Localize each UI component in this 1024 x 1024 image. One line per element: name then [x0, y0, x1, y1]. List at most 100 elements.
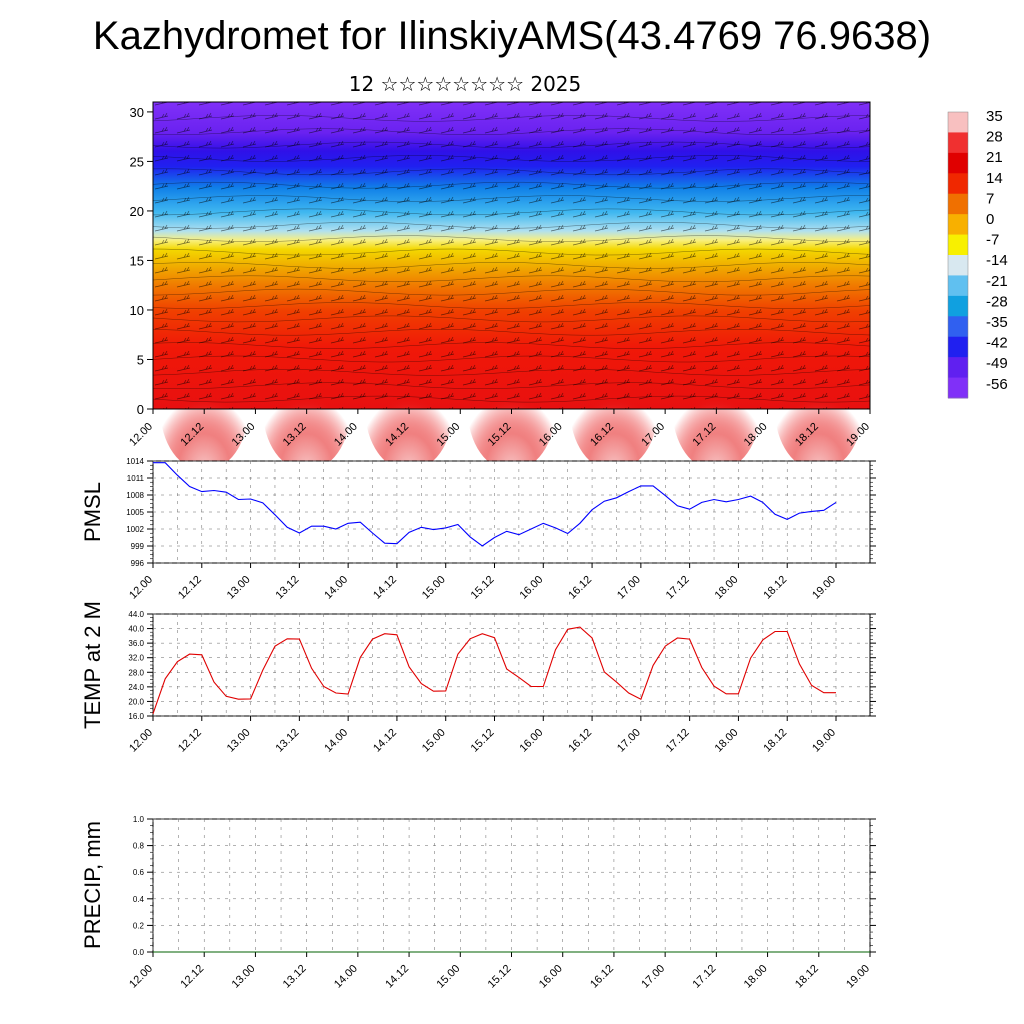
x-tick-label: 13.12 — [274, 574, 302, 602]
x-tick-label: 17.00 — [615, 574, 643, 602]
y-tick-label: 1008 — [126, 491, 144, 500]
colorbar-label: -35 — [986, 314, 1008, 331]
isotherm-line — [152, 195, 870, 202]
x-tick-label: 12.00 — [127, 421, 155, 449]
x-tick-label: 14.00 — [322, 574, 350, 602]
x-tick-label: 16.00 — [537, 963, 565, 991]
y-tick-label: 999 — [131, 542, 145, 551]
x-tick-label: 14.00 — [332, 963, 360, 991]
wind-barbs-layer — [153, 102, 870, 409]
x-tick-label: 16.12 — [566, 574, 594, 602]
isotherm-line — [152, 382, 871, 389]
x-tick-label: 17.00 — [615, 727, 643, 755]
x-tick-label: 14.12 — [383, 963, 411, 991]
x-tick-label: 15.00 — [420, 574, 448, 602]
y-tick-label: 20.0 — [128, 697, 144, 706]
isotherm-line — [152, 168, 871, 176]
colorbar-swatch — [948, 132, 968, 154]
x-tick-label: 14.12 — [371, 574, 399, 602]
x-tick-label: 17.12 — [691, 963, 719, 991]
isotherm-line — [152, 342, 871, 349]
colorbar-swatch — [948, 357, 968, 379]
x-tick-label: 16.12 — [588, 963, 616, 991]
precipitation-panel: 0.0 0.2 0.4 0.6 0.8 1.0 12.00 12.12 13.00 13.12 14… — [80, 815, 876, 991]
colorbar-swatch — [948, 214, 968, 236]
isotherm-line — [152, 181, 871, 189]
x-tick-label: 12.12 — [176, 727, 204, 755]
colorbar-label: 14 — [986, 170, 1003, 187]
y-tick-label: 0.0 — [133, 948, 145, 957]
x-tick-label: 13.12 — [274, 727, 302, 755]
isotherm-line — [152, 395, 871, 403]
y-tick-label: 44.0 — [128, 610, 144, 619]
x-tick-label: 12.00 — [127, 727, 155, 755]
isotherm-line — [152, 302, 871, 309]
x-tick-label: 12.12 — [178, 963, 206, 991]
x-tick-label: 19.00 — [844, 963, 872, 991]
x-tick-label: 15.12 — [469, 727, 497, 755]
isotherm-line — [152, 222, 871, 229]
colorbar-label: -49 — [986, 355, 1008, 372]
colorbar-label: 7 — [986, 190, 994, 207]
colorbar-label: -7 — [986, 232, 999, 249]
x-tick-label: 19.00 — [810, 727, 838, 755]
x-tick-label: 15.12 — [469, 574, 497, 602]
y-tick-label: 30 — [130, 105, 144, 120]
colorbar-swatch — [948, 316, 968, 338]
x-tick-label: 12.00 — [127, 574, 155, 602]
colorbar-label: -42 — [986, 335, 1008, 352]
pmsl-panel: 996 999 1002 1005 1008 1011 1014 12.00 12.12 13.0… — [80, 457, 876, 602]
isotherm-line — [152, 355, 871, 363]
colorbar-swatch — [948, 275, 968, 297]
y-tick-label: 0.4 — [133, 895, 145, 904]
colorbar-swatch — [948, 193, 968, 215]
x-tick-label: 18.12 — [793, 963, 821, 991]
y-tick-label: 1014 — [126, 457, 144, 466]
y-tick-label: 20 — [130, 204, 144, 219]
y-tick-label: 32.0 — [128, 654, 144, 663]
colorbar-swatch — [948, 295, 968, 317]
isotherm-line — [152, 369, 871, 376]
colorbar-label: 35 — [986, 108, 1003, 125]
colorbar-swatch — [948, 173, 968, 195]
y-tick-label: 15 — [130, 253, 144, 268]
x-tick-label: 13.00 — [230, 963, 258, 991]
colorbar-swatch — [948, 336, 968, 358]
x-tick-label: 13.00 — [225, 727, 253, 755]
colorbar-swatch — [948, 234, 968, 256]
colorbar-frame — [947, 111, 969, 399]
x-tick-label: 18.12 — [761, 727, 789, 755]
x-tick-label: 15.00 — [434, 963, 462, 991]
x-tick-label: 13.00 — [225, 574, 253, 602]
isotherm-line — [152, 275, 871, 283]
y-axis-label: TEMP at 2 M — [80, 601, 105, 729]
x-tick-label: 18.12 — [761, 574, 789, 602]
y-tick-label: 0 — [137, 402, 144, 417]
colorbar-label: 28 — [986, 129, 1003, 146]
y-tick-label: 5 — [137, 352, 144, 367]
x-tick-label: 18.00 — [742, 963, 770, 991]
x-tick-label: 15.00 — [420, 727, 448, 755]
isotherm-line — [152, 128, 871, 135]
y-tick-label: 0.6 — [133, 868, 145, 877]
x-tick-label: 17.12 — [664, 574, 692, 602]
x-tick-label: 14.00 — [322, 727, 350, 755]
x-tick-label: 15.12 — [486, 963, 514, 991]
colorbar-label: -14 — [986, 252, 1008, 269]
x-tick-label: 18.00 — [713, 727, 741, 755]
y-tick-label: 1002 — [126, 525, 144, 534]
isotherm-line — [152, 115, 871, 122]
plot-frame — [152, 613, 871, 717]
series-line — [152, 626, 836, 714]
y-tick-label: 996 — [131, 559, 145, 568]
isotherm-line — [152, 329, 871, 336]
isotherm-line — [152, 155, 870, 162]
y-tick-label: 10 — [130, 303, 144, 318]
isotherm-line — [152, 141, 871, 149]
isotherm-line — [152, 288, 871, 296]
isotherm-line — [152, 315, 871, 323]
x-tick-label: 12.00 — [127, 963, 155, 991]
x-tick-label: 13.12 — [281, 963, 309, 991]
y-tick-label: 16.0 — [128, 712, 144, 721]
